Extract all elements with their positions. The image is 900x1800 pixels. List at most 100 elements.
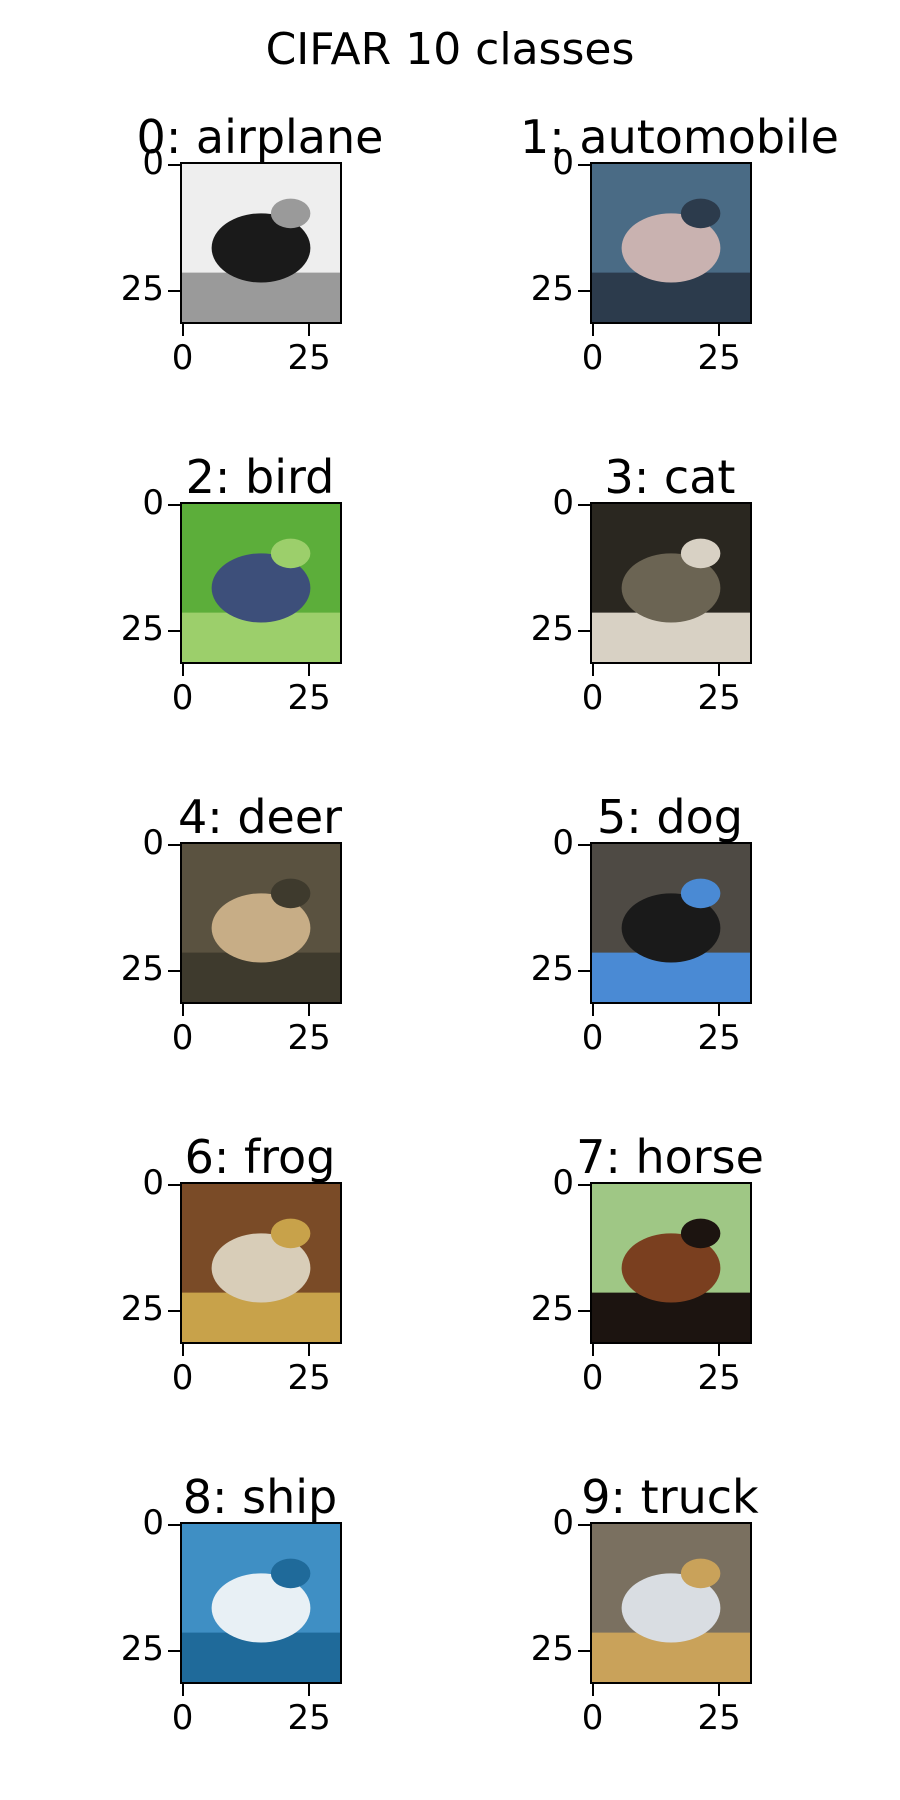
- panel-title: 2: bird: [185, 450, 335, 504]
- y-tick: [578, 503, 590, 506]
- image-subject: [211, 213, 311, 283]
- x-tick-label: 0: [581, 1018, 604, 1058]
- y-tick: [578, 290, 590, 293]
- image-detail: [270, 878, 311, 909]
- x-tick-label: 25: [287, 338, 331, 378]
- image-subject: [621, 1233, 721, 1303]
- y-tick: [168, 1523, 180, 1526]
- x-tick-label: 0: [171, 678, 194, 718]
- x-tick: [181, 664, 184, 676]
- image-detail: [680, 1218, 721, 1249]
- y-tick: [168, 970, 180, 973]
- panel-title: 1: automobile: [520, 110, 839, 164]
- y-tick: [168, 1183, 180, 1186]
- image-subject: [211, 1233, 311, 1303]
- y-tick-label: 25: [530, 1629, 574, 1670]
- x-tick: [591, 1344, 594, 1356]
- image-detail: [680, 538, 721, 569]
- x-tick: [308, 1004, 311, 1016]
- image-detail: [270, 1218, 311, 1249]
- x-tick-label: 0: [171, 1698, 194, 1738]
- panel-title: 7: horse: [576, 1130, 764, 1184]
- image-axes: [590, 1182, 752, 1344]
- image-subject: [621, 553, 721, 623]
- y-tick: [578, 843, 590, 846]
- y-tick: [168, 503, 180, 506]
- y-tick: [168, 290, 180, 293]
- image-detail: [680, 878, 721, 909]
- x-tick-label: 25: [287, 1358, 331, 1398]
- x-tick: [591, 664, 594, 676]
- image-subject: [211, 893, 311, 963]
- image-panel: 6: frog 0 0 25 25: [110, 1130, 410, 1430]
- y-tick: [578, 163, 590, 166]
- y-tick-label: 0: [552, 822, 574, 863]
- y-tick: [168, 163, 180, 166]
- panel-title: 3: cat: [604, 450, 736, 504]
- image-axes: [180, 162, 342, 324]
- y-tick: [168, 843, 180, 846]
- x-tick: [308, 324, 311, 336]
- x-tick: [181, 1004, 184, 1016]
- thumbnail-image: [592, 504, 750, 662]
- x-tick: [181, 1344, 184, 1356]
- panel-title: 5: dog: [597, 790, 743, 844]
- y-tick-label: 25: [530, 949, 574, 990]
- image-subject: [621, 1573, 721, 1643]
- x-tick: [591, 1684, 594, 1696]
- y-tick: [168, 1650, 180, 1653]
- x-tick: [718, 1684, 721, 1696]
- thumbnail-image: [592, 1184, 750, 1342]
- x-tick-label: 0: [581, 338, 604, 378]
- x-tick-label: 25: [697, 1358, 741, 1398]
- x-tick: [308, 1344, 311, 1356]
- thumbnail-image: [592, 844, 750, 1002]
- image-detail: [270, 538, 311, 569]
- image-axes: [180, 502, 342, 664]
- x-tick-label: 0: [171, 1358, 194, 1398]
- thumbnail-image: [592, 1524, 750, 1682]
- thumbnail-image: [182, 164, 340, 322]
- y-tick: [168, 1310, 180, 1313]
- x-tick: [718, 1344, 721, 1356]
- thumbnail-image: [182, 844, 340, 1002]
- y-tick-label: 25: [530, 269, 574, 310]
- y-tick: [578, 1310, 590, 1313]
- x-tick: [718, 664, 721, 676]
- y-tick: [578, 970, 590, 973]
- y-tick-label: 0: [552, 1162, 574, 1203]
- x-tick: [181, 324, 184, 336]
- x-tick-label: 0: [581, 1698, 604, 1738]
- x-tick-label: 25: [697, 1018, 741, 1058]
- y-tick: [578, 630, 590, 633]
- panel-title: 8: ship: [182, 1470, 338, 1524]
- y-tick-label: 0: [142, 142, 164, 183]
- image-panel: 2: bird 0 0 25 25: [110, 450, 410, 750]
- y-tick: [578, 1523, 590, 1526]
- y-tick-label: 25: [530, 609, 574, 650]
- x-tick: [591, 324, 594, 336]
- image-panel: 9: truck 0 0 25 25: [520, 1470, 820, 1770]
- x-tick-label: 0: [171, 338, 194, 378]
- image-axes: [590, 1522, 752, 1684]
- y-tick-label: 0: [552, 482, 574, 523]
- y-tick-label: 0: [142, 482, 164, 523]
- image-detail: [270, 1558, 311, 1589]
- image-panel: 8: ship 0 0 25 25: [110, 1470, 410, 1770]
- y-tick: [168, 630, 180, 633]
- panel-title: 0: airplane: [136, 110, 384, 164]
- image-subject: [211, 1573, 311, 1643]
- y-tick-label: 25: [120, 269, 164, 310]
- x-tick: [308, 1684, 311, 1696]
- x-tick-label: 25: [697, 1698, 741, 1738]
- y-tick: [578, 1650, 590, 1653]
- x-tick-label: 25: [697, 338, 741, 378]
- x-tick-label: 25: [287, 1698, 331, 1738]
- x-tick-label: 25: [287, 678, 331, 718]
- x-tick-label: 25: [697, 678, 741, 718]
- y-tick-label: 0: [142, 1162, 164, 1203]
- image-panel: 7: horse 0 0 25 25: [520, 1130, 820, 1430]
- y-tick-label: 25: [120, 1289, 164, 1330]
- x-tick: [308, 664, 311, 676]
- image-panel: 5: dog 0 0 25 25: [520, 790, 820, 1090]
